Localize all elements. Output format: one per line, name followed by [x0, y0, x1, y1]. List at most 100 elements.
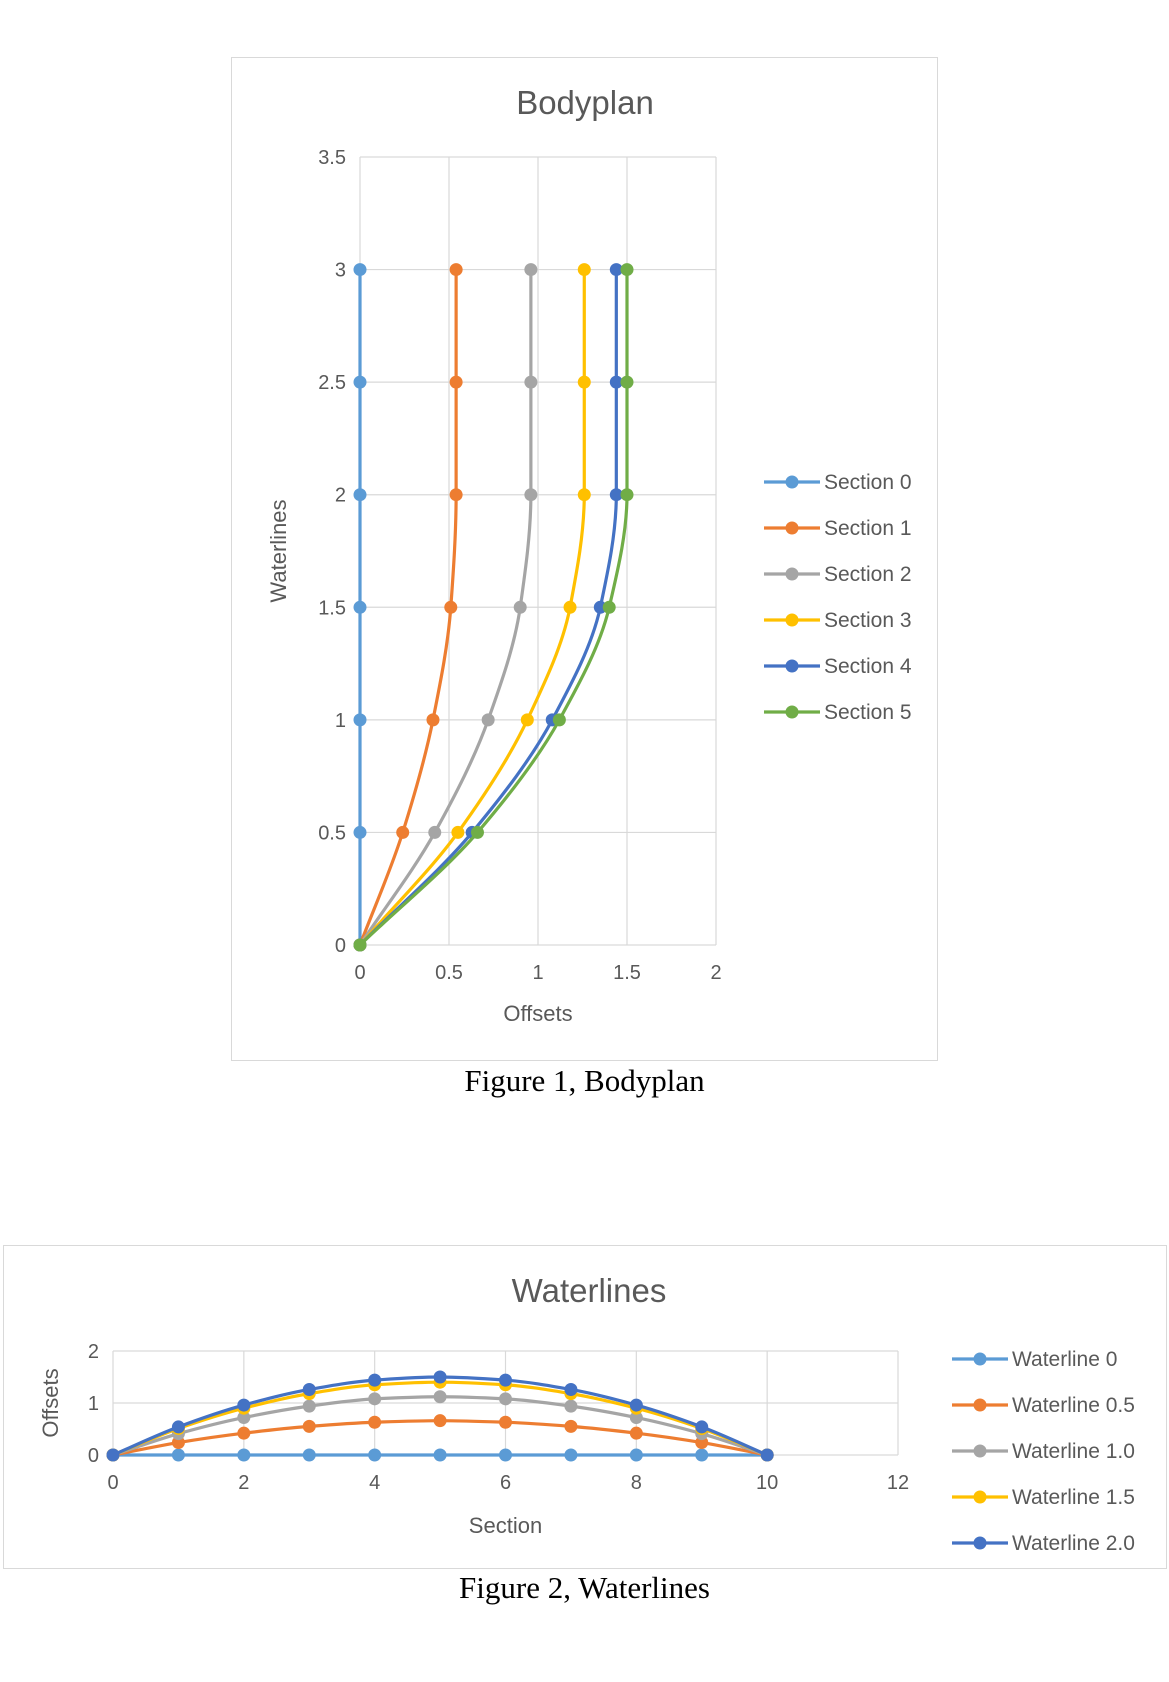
waterlines-point-waterline-2-0-0 — [106, 1448, 120, 1462]
waterlines-legend-marker-waterline-0-5 — [973, 1398, 987, 1412]
bodyplan-point-section-5-5 — [620, 375, 634, 389]
waterlines-point-waterline-0-5-8 — [629, 1426, 643, 1440]
waterlines-legend-entry-waterline-0: Waterline 0 — [952, 1348, 1117, 1371]
waterlines-point-waterline-0-9 — [695, 1448, 709, 1462]
bodyplan-point-section-3-4 — [577, 488, 591, 502]
waterlines-x-tick-label: 10 — [756, 1472, 778, 1494]
waterlines-y-axis-title: Offsets — [38, 1368, 63, 1437]
figure-1-caption: Figure 1, Bodyplan — [464, 1063, 705, 1098]
bodyplan-point-section-5-4 — [620, 488, 634, 502]
waterlines-point-waterline-0-5 — [433, 1448, 447, 1462]
waterlines-point-waterline-0-5-3 — [302, 1419, 316, 1433]
waterlines-y-tick-label: 2 — [88, 1341, 99, 1363]
bodyplan-point-section-1-1 — [396, 825, 410, 839]
waterlines-series-waterline-0 — [106, 1448, 774, 1462]
bodyplan-point-section-5-1 — [470, 825, 484, 839]
bodyplan-x-tick-label: 1 — [532, 962, 543, 984]
waterlines-chart: Waterlines 0 1 2 0 2 4 6 8 10 12 Section Offsets Wate… — [3, 1245, 1167, 1569]
bodyplan-y-tick-label: 2.5 — [318, 372, 346, 394]
waterlines-x-axis-title: Section — [469, 1513, 542, 1538]
waterlines-x-tick-label: 2 — [238, 1472, 249, 1494]
bodyplan-legend-entry-section-4: Section 4 — [764, 655, 912, 678]
bodyplan-x-tick-label: 2 — [710, 962, 721, 984]
bodyplan-point-section-5-2 — [552, 713, 566, 727]
bodyplan-series-section-0 — [353, 263, 367, 952]
bodyplan-legend-marker-section-0 — [785, 475, 799, 489]
bodyplan-y-tick-label: 1 — [335, 710, 346, 732]
bodyplan-legend-label: Section 3 — [824, 609, 912, 632]
bodyplan-legend-label: Section 5 — [824, 701, 912, 724]
waterlines-x-tick-label: 6 — [500, 1472, 511, 1494]
bodyplan-point-section-2-2 — [481, 713, 495, 727]
bodyplan-y-tick-label: 2 — [335, 485, 346, 507]
bodyplan-point-section-4-6 — [609, 263, 623, 277]
bodyplan-series-section-5 — [353, 263, 634, 952]
waterlines-point-waterline-0-6 — [499, 1448, 512, 1462]
waterlines-x-tick-label: 0 — [107, 1472, 118, 1494]
bodyplan-point-section-1-5 — [449, 375, 463, 389]
bodyplan-legend-entry-section-5: Section 5 — [764, 701, 912, 724]
waterlines-legend-label: Waterline 1.5 — [1012, 1486, 1135, 1509]
waterlines-chart-title: Waterlines — [512, 1272, 667, 1309]
waterlines-y-tick-label: 1 — [88, 1393, 99, 1415]
bodyplan-point-section-1-6 — [449, 263, 463, 277]
bodyplan-point-section-4-5 — [609, 375, 623, 389]
bodyplan-legend-label: Section 2 — [824, 563, 912, 586]
bodyplan-series-section-2 — [353, 263, 538, 952]
bodyplan-legend-marker-section-2 — [785, 567, 799, 581]
bodyplan-point-section-2-3 — [513, 600, 527, 614]
bodyplan-y-tick-label: 3.5 — [318, 147, 346, 169]
waterlines-point-waterline-0-4 — [368, 1448, 382, 1462]
bodyplan-point-section-1-2 — [426, 713, 440, 727]
waterlines-x-tick-label: 4 — [369, 1472, 380, 1494]
waterlines-x-tick-label: 8 — [631, 1472, 642, 1494]
waterlines-point-waterline-1-0-2 — [237, 1411, 251, 1425]
bodyplan-legend-marker-section-1 — [785, 521, 799, 535]
bodyplan-point-section-0-5 — [353, 375, 367, 389]
waterlines-legend-marker-waterline-0 — [973, 1352, 987, 1366]
waterlines-point-waterline-0-5-7 — [564, 1419, 578, 1433]
waterlines-legend-entry-waterline-1-5: Waterline 1.5 — [952, 1486, 1135, 1509]
bodyplan-legend-marker-section-3 — [785, 613, 799, 627]
bodyplan-point-section-4-3 — [593, 600, 607, 614]
waterlines-point-waterline-1-0-8 — [629, 1411, 643, 1425]
bodyplan-y-tick-label: 0.5 — [318, 822, 346, 844]
waterlines-legend-marker-waterline-1-5 — [973, 1490, 987, 1504]
bodyplan-x-tick-label: 0 — [354, 962, 365, 984]
waterlines-point-waterline-1-0-7 — [564, 1399, 578, 1413]
waterlines-legend-entry-waterline-1-0: Waterline 1.0 — [952, 1440, 1135, 1463]
bodyplan-chart-svg: Bodyplan 0 0.5 1 1.5 2 2.5 3 3.5 0 0.5 1 1.5 2 Offsets… — [266, 84, 912, 1026]
bodyplan-y-tick-label: 0 — [335, 935, 346, 957]
waterlines-point-waterline-0-7 — [564, 1448, 578, 1462]
waterlines-point-waterline-2-0-10 — [760, 1448, 774, 1462]
waterlines-point-waterline-2-0-1 — [171, 1420, 185, 1434]
waterlines-legend-label: Waterline 2.0 — [1012, 1532, 1135, 1555]
waterlines-point-waterline-2-0-7 — [564, 1382, 578, 1396]
waterlines-point-waterline-0-1 — [171, 1448, 185, 1462]
waterlines-series-waterline-2-0 — [106, 1370, 774, 1462]
waterlines-point-waterline-0-3 — [302, 1448, 316, 1462]
waterlines-point-waterline-0-5-2 — [237, 1426, 251, 1440]
bodyplan-point-section-0-3 — [353, 600, 367, 614]
bodyplan-point-section-0-2 — [353, 713, 367, 727]
waterlines-point-waterline-2-0-8 — [629, 1398, 643, 1412]
bodyplan-legend-marker-section-5 — [785, 705, 799, 719]
waterlines-point-waterline-2-0-9 — [695, 1420, 709, 1434]
bodyplan-legend-label: Section 4 — [824, 655, 912, 678]
waterlines-legend-entry-waterline-2-0: Waterline 2.0 — [952, 1532, 1135, 1555]
waterlines-x-tick-label: 12 — [887, 1472, 909, 1494]
bodyplan-point-section-3-2 — [520, 713, 534, 727]
figure-2-caption: Figure 2, Waterlines — [459, 1570, 710, 1605]
waterlines-point-waterline-2-0-2 — [237, 1398, 251, 1412]
waterlines-point-waterline-2-0-5 — [433, 1370, 447, 1384]
bodyplan-x-tick-label: 1.5 — [613, 962, 641, 984]
bodyplan-legend-entry-section-3: Section 3 — [764, 609, 912, 632]
bodyplan-legend-label: Section 0 — [824, 471, 912, 494]
bodyplan-point-section-4-4 — [609, 488, 623, 502]
waterlines-point-waterline-1-0-6 — [499, 1392, 512, 1406]
bodyplan-point-section-3-6 — [577, 263, 591, 277]
bodyplan-legend-entry-section-1: Section 1 — [764, 517, 912, 540]
bodyplan-point-section-2-5 — [524, 375, 538, 389]
waterlines-point-waterline-1-0-4 — [368, 1392, 382, 1406]
bodyplan-point-section-5-0 — [353, 938, 367, 952]
